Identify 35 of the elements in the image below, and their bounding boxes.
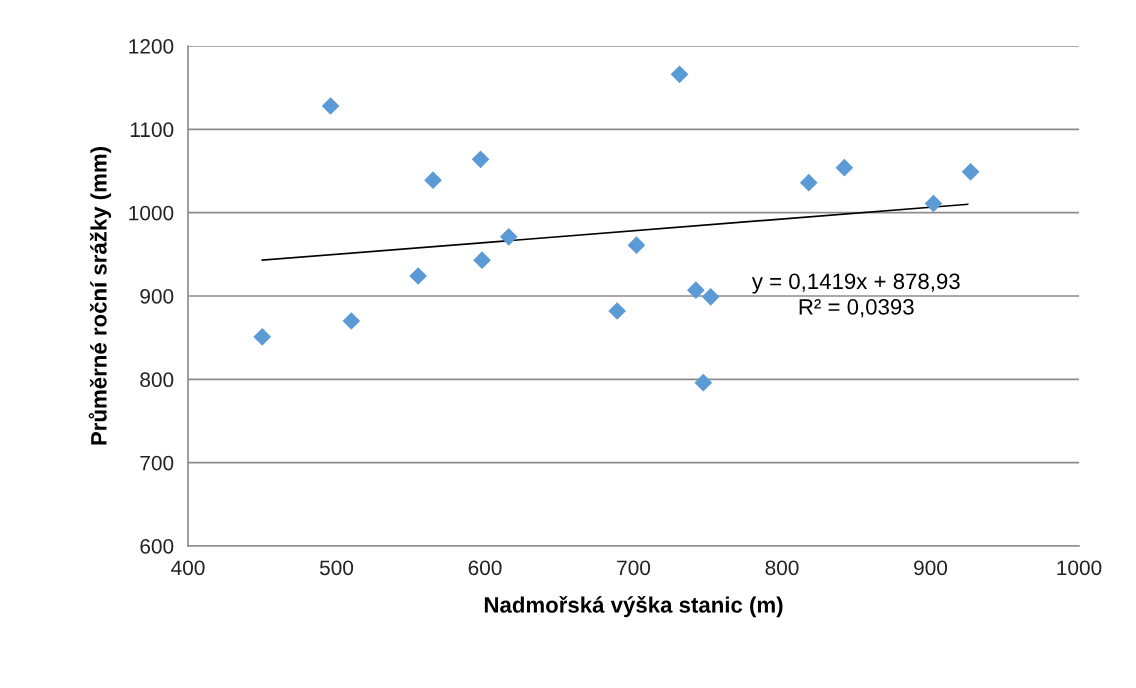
- point: [253, 328, 271, 346]
- y-tick-label: 1200: [129, 39, 174, 54]
- x-tick-label: 600: [468, 560, 502, 576]
- y-tick-label: 800: [140, 372, 174, 388]
- y-tick-label: 700: [140, 455, 174, 471]
- x-tick-label: 500: [319, 560, 354, 576]
- point: [962, 163, 980, 181]
- point: [627, 236, 646, 254]
- x-tick-label: 400: [171, 560, 205, 576]
- point: [924, 194, 943, 213]
- point: [322, 97, 340, 115]
- point: [800, 174, 818, 192]
- annotation: y = 0,1419x + 878,93 R² = 0,0393: [751, 273, 960, 318]
- y-tick-label: 1000: [129, 205, 174, 221]
- point: [702, 288, 720, 306]
- point: [473, 251, 491, 269]
- x-axis-title: Nadmořská výška stanic (m): [484, 595, 783, 618]
- x-tick-label: 1000: [1057, 560, 1102, 576]
- y-tick-label: 600: [140, 539, 174, 554]
- point: [500, 228, 518, 246]
- y-tick-label: 900: [140, 289, 174, 304]
- x-tick-label: 800: [765, 560, 799, 576]
- point: [687, 281, 705, 299]
- y-tick-label: 1100: [130, 122, 174, 138]
- point: [409, 267, 427, 285]
- y-axis-title: Průměrné roční srážky (mm): [88, 147, 112, 445]
- point: [608, 302, 626, 320]
- point: [471, 150, 490, 168]
- point: [342, 312, 360, 330]
- x-tick-label: 700: [617, 560, 651, 576]
- point: [835, 159, 853, 177]
- point: [424, 171, 442, 189]
- point: [694, 374, 712, 392]
- point: [670, 65, 689, 83]
- x-tick-label: 900: [914, 560, 948, 576]
